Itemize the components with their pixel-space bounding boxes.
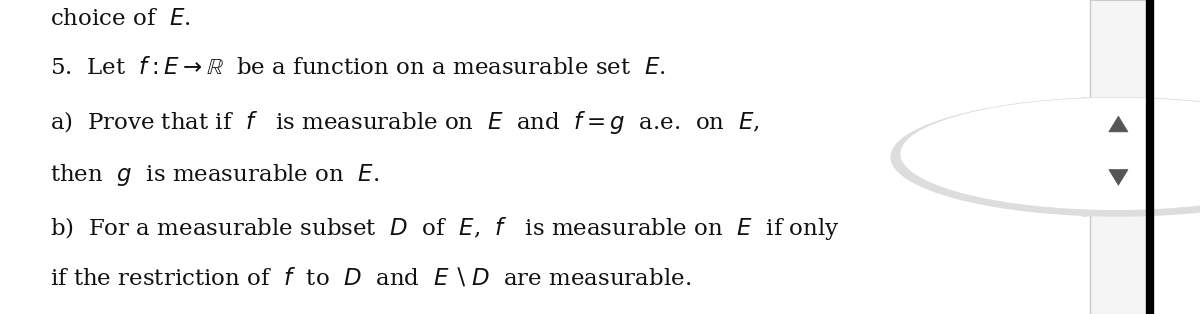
Bar	[1090, 0, 1147, 314]
Circle shape	[900, 97, 1200, 210]
Ellipse shape	[1066, 97, 1104, 217]
Text: choice of  $E$.: choice of $E$.	[50, 8, 191, 30]
Text: 5.  Let  $f : E \rightarrow \mathbb{R}$  be a function on a measurable set  $E$.: 5. Let $f : E \rightarrow \mathbb{R}$ be…	[50, 57, 666, 78]
Polygon shape	[1109, 116, 1128, 132]
Text: if the restriction of  $f$  to  $D$  and  $E\setminus D$  are measurable.: if the restriction of $f$ to $D$ and $E\…	[50, 268, 691, 290]
Circle shape	[890, 97, 1200, 217]
Text: a)  Prove that if  $f$   is measurable on  $E$  and  $f = g$  a.e.  on  $E$,: a) Prove that if $f$ is measurable on $E…	[50, 109, 760, 136]
Text: then  $g$  is measurable on  $E$.: then $g$ is measurable on $E$.	[50, 162, 380, 188]
Text: b)  For a measurable subset  $D$  of  $E$,  $f$   is measurable on  $E$  if only: b) For a measurable subset $D$ of $E$, $…	[50, 215, 840, 242]
Polygon shape	[1109, 170, 1128, 185]
